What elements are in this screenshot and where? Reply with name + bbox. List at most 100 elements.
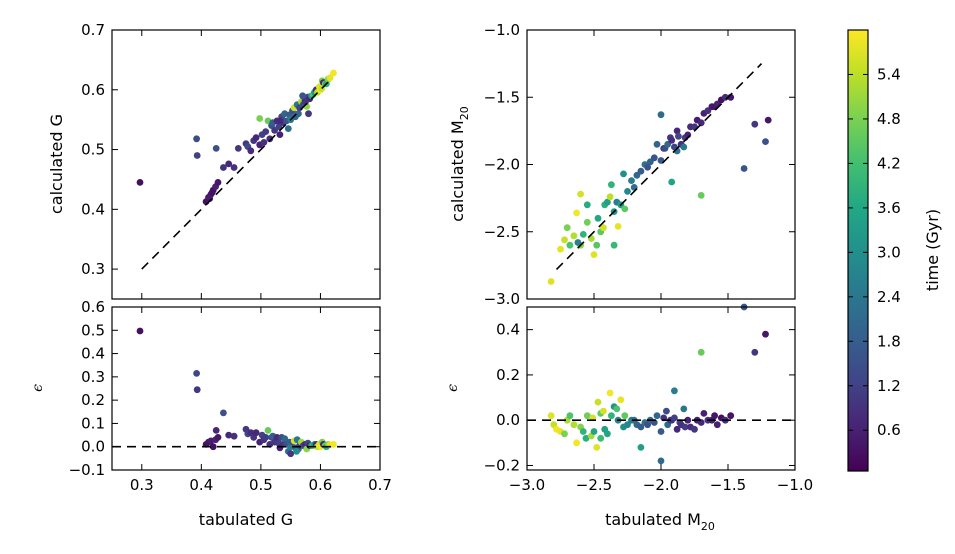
m20-bottom-point — [762, 330, 769, 338]
m20-top-point — [604, 198, 611, 206]
m20-bottom-point — [691, 425, 698, 433]
x-tick-label: −2.0 — [643, 476, 679, 494]
y-tick-label: 0.7 — [81, 21, 105, 39]
g-bottom-point — [293, 448, 300, 455]
g-top-reference-line — [141, 77, 333, 270]
g-bottom-y-ticks: −0.1 0.0 0.1 0.2 0.3 0.4 0.5 0.6 — [69, 298, 380, 479]
y-tick-label: 0.6 — [81, 298, 105, 316]
g-top-point — [252, 134, 260, 142]
m20-top-y-ticks: −3.0 −2.5 −2.0 −1.5 −1.0 — [484, 21, 796, 308]
g-top-point — [284, 125, 292, 132]
y-tick-label: 0.6 — [81, 81, 105, 99]
m20-top-point — [762, 138, 769, 146]
m20-top-point — [644, 163, 651, 171]
x-tick-label: 0.7 — [368, 476, 392, 494]
x-tick-label: 0.3 — [130, 476, 154, 494]
colorbar: 0.6 1.2 1.8 2.4 3.0 3.6 4.2 4.8 5.4 time (Gyr) — [847, 29, 942, 472]
m20-top-point — [751, 120, 759, 128]
m20-top-point — [583, 218, 591, 226]
m20-bottom-point — [579, 428, 587, 435]
m20-bottom-xlabel-main: tabulated M — [605, 510, 701, 529]
m20-bottom-point — [673, 425, 681, 433]
m20-top-point — [563, 224, 571, 232]
m20-bottom-point — [570, 421, 578, 429]
panel-m20-residual: −0.2 0.0 0.2 0.4 −3.0 −2.5 −2.0 −1.5 −1.0 ϵ tab… — [445, 303, 813, 533]
m20-bottom-point — [711, 412, 718, 420]
panel-g-calculated: 0.3 0.4 0.5 0.6 0.7 calculated G — [47, 21, 381, 300]
g-bottom-point — [281, 435, 289, 442]
m20-bottom-point — [593, 444, 601, 451]
m20-top-point — [668, 136, 676, 144]
x-tick-label: 0.6 — [309, 476, 333, 494]
y-tick-label: 0.0 — [496, 411, 520, 429]
m20-top-point — [561, 236, 568, 244]
g-bottom-point — [136, 327, 144, 335]
m20-top-point — [577, 190, 584, 198]
colorbar-tick-label: 2.4 — [877, 288, 901, 306]
y-tick-label: 0.3 — [81, 368, 105, 386]
y-tick-label: 0.4 — [496, 321, 520, 339]
m20-bottom-point — [617, 396, 625, 404]
m20-top-ylabel: calculated M20 — [448, 106, 471, 221]
g-top-point — [212, 145, 220, 152]
g-bottom-point — [212, 427, 220, 434]
m20-top-point — [621, 205, 629, 213]
g-top-point — [136, 179, 144, 186]
y-tick-label: −0.1 — [69, 461, 105, 479]
m20-bottom-point — [671, 414, 678, 422]
m20-top-point — [557, 245, 564, 253]
m20-top-point — [608, 181, 615, 189]
m20-top-ylabel-main: calculated M — [448, 120, 467, 221]
m20-bottom-point — [727, 412, 735, 420]
m20-top-point — [583, 201, 591, 209]
g-top-point — [234, 145, 242, 152]
m20-bottom-point — [653, 412, 661, 420]
m20-bottom-x-ticks: −3.0 −2.5 −2.0 −1.5 −1.0 — [509, 307, 813, 494]
y-tick-label: 0.4 — [81, 345, 105, 363]
m20-bottom-point — [657, 428, 665, 435]
g-bottom-point — [193, 386, 201, 394]
colorbar-gradient — [848, 30, 868, 471]
m20-top-point — [675, 132, 682, 140]
g-top-point — [302, 98, 309, 106]
m20-bottom-point — [663, 407, 670, 415]
m20-bottom-ylabel: ϵ — [445, 384, 461, 392]
g-top-point — [225, 160, 233, 168]
m20-bottom-point — [608, 412, 615, 420]
m20-top-point — [610, 241, 618, 249]
g-top-point — [276, 131, 284, 139]
x-tick-label: −2.5 — [576, 476, 612, 494]
m20-bottom-point — [681, 423, 689, 431]
g-top-point — [326, 74, 334, 82]
m20-top-point — [657, 111, 665, 119]
m20-bottom-xlabel-sub: 20 — [701, 520, 715, 533]
x-tick-label: −3.0 — [509, 476, 545, 494]
g-bottom-point — [209, 443, 217, 451]
g-top-point — [214, 179, 222, 186]
g-top-point — [266, 135, 274, 143]
m20-top-point — [547, 278, 555, 285]
m20-bottom-point — [680, 405, 688, 413]
m20-top-point — [566, 241, 574, 249]
colorbar-tick-label: 4.2 — [877, 154, 901, 172]
g-bottom-point — [193, 370, 201, 377]
m20-top-point — [653, 140, 661, 148]
m20-top-point — [573, 209, 580, 217]
g-bottom-point — [273, 434, 281, 441]
m20-bottom-point — [573, 439, 580, 447]
g-bottom-point — [225, 431, 233, 439]
g-top-points — [136, 69, 337, 206]
g-top-point — [193, 135, 201, 143]
m20-bottom-xlabel: tabulated M20 — [605, 510, 715, 533]
colorbar-ticks: 0.6 1.2 1.8 2.4 3.0 3.6 4.2 4.8 5.4 — [848, 65, 901, 439]
m20-bottom-point — [594, 398, 602, 406]
g-bottom-point — [287, 450, 295, 458]
g-top-point — [262, 128, 270, 136]
y-tick-label: 0.2 — [496, 366, 520, 384]
colorbar-tick-label: 1.2 — [877, 377, 901, 395]
m20-bottom-point — [597, 434, 605, 442]
colorbar-tick-label: 3.6 — [877, 199, 901, 217]
m20-top-reference-line — [555, 63, 763, 270]
m20-top-point — [624, 188, 631, 195]
